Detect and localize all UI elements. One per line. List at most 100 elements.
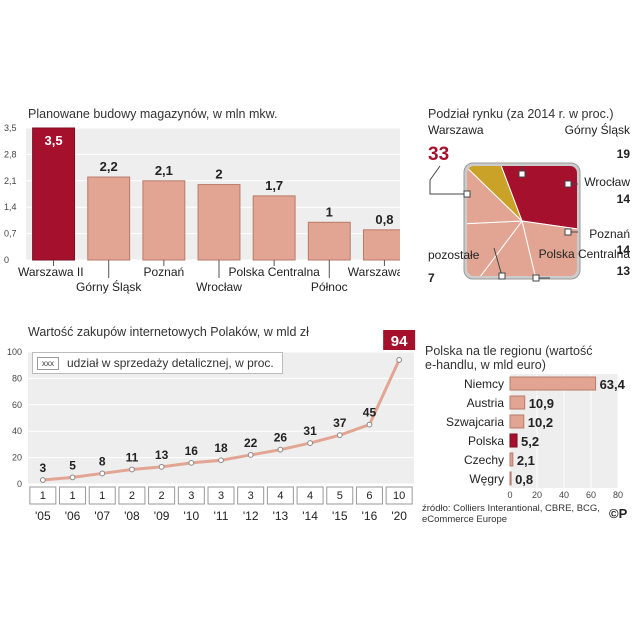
legend-label: udział w sprzedaży detalicznej, w proc. <box>67 356 274 370</box>
slice-value-label: 14 <box>617 192 631 206</box>
bar <box>509 376 597 391</box>
x-category-label: Polska Centralna <box>228 265 320 279</box>
x-tick-label: '15 <box>332 509 348 523</box>
x-tick-label: '16 <box>362 509 378 523</box>
bar-value-label: 0,8 <box>375 212 393 227</box>
y-tick-label: 3,5 <box>4 123 17 133</box>
bar-value-label: 2,2 <box>100 159 118 174</box>
x-tick-label: '08 <box>124 509 140 523</box>
bar <box>509 471 512 486</box>
bar-value-label: 1 <box>326 204 333 219</box>
data-point <box>158 463 165 470</box>
share-value: 2 <box>129 490 135 502</box>
bar <box>509 433 518 448</box>
slice-label: Poznań <box>589 227 630 241</box>
x-category-label: Wrocław <box>196 280 242 294</box>
share-box <box>148 486 176 505</box>
share-box <box>29 486 57 505</box>
bar <box>509 452 514 467</box>
leader-marker <box>518 170 526 178</box>
legend-swatch: xxx <box>37 356 59 370</box>
leader-marker <box>564 228 572 236</box>
x-category-label: Północ <box>311 280 348 294</box>
data-value-label: 37 <box>333 416 347 430</box>
x-tick-label: '12 <box>243 509 259 523</box>
y-category-label: Szwajcaria <box>446 415 504 429</box>
slice-label: Wrocław <box>584 175 630 189</box>
share-box <box>385 486 413 505</box>
y-tick-label: 1,4 <box>4 202 17 212</box>
data-point <box>218 457 224 464</box>
share-value: 1 <box>40 490 46 502</box>
slice-value-label: 14 <box>617 243 631 257</box>
data-point <box>396 357 403 363</box>
x-tick-label: '20 <box>391 509 407 523</box>
ecommerce-region-chart-title-line-2: e-handlu, w mld euro) <box>425 358 546 372</box>
leader-marker <box>532 274 540 282</box>
share-box <box>237 486 265 505</box>
data-point <box>247 452 254 458</box>
share-value: 4 <box>307 490 313 502</box>
source-note: źródło: Colliers Interantional, CBRE, BC… <box>422 503 600 525</box>
share-value: 2 <box>159 490 165 502</box>
bar-value-label: 3,5 <box>45 133 63 148</box>
bar-value-label: 63,4 <box>600 377 626 392</box>
leader-line <box>493 247 503 277</box>
data-value-label: 31 <box>303 424 317 438</box>
slice-value-label: 19 <box>617 147 631 161</box>
share-value: 1 <box>99 490 105 502</box>
bar <box>307 221 351 261</box>
pie-slice <box>521 220 577 276</box>
leader-marker <box>463 190 471 198</box>
share-box <box>177 486 205 505</box>
data-value-label: 18 <box>214 441 228 455</box>
y-category-label: Węgry <box>469 472 504 486</box>
bar <box>87 176 131 261</box>
warehouses-chart-title: Planowane budowy magazynów, w mln mkw. <box>28 107 278 121</box>
x-tick-label: '05 <box>35 509 51 523</box>
x-tick-label: 0 <box>507 490 512 500</box>
copyright-mark: ©P <box>609 506 628 521</box>
y-tick-label: 0 <box>4 255 9 265</box>
share-value: 3 <box>248 490 254 502</box>
share-box <box>296 486 324 505</box>
ecommerce-region-bar-chart: 0 20 40 60 80 Niemcy 63,4 Austria 10,9 Szwajcaria… <box>446 374 626 500</box>
leader-marker <box>564 180 572 188</box>
data-value-label: 94 <box>391 333 408 350</box>
y-category-label: Polska <box>468 434 504 448</box>
data-value-label: 45 <box>363 406 377 420</box>
bar <box>32 127 76 261</box>
slice-label: pozostałe <box>428 248 480 262</box>
bar-value-label: 2,1 <box>517 453 535 468</box>
data-value-label: 8 <box>99 454 106 468</box>
x-tick-label: 40 <box>559 490 569 500</box>
bar <box>362 229 400 261</box>
y-tick-label: 20 <box>12 453 22 463</box>
bar-value-label: 10,2 <box>528 415 553 430</box>
data-value-label: 5 <box>69 458 76 472</box>
x-tick-label: '14 <box>302 509 318 523</box>
pie-slice <box>467 166 523 222</box>
bar-value-label: 2,1 <box>155 163 173 178</box>
share-value: 10 <box>393 490 405 502</box>
share-value: 1 <box>69 490 75 502</box>
leader-line <box>429 165 467 195</box>
share-value: 3 <box>188 490 194 502</box>
bar-value-label: 1,7 <box>265 178 283 193</box>
y-tick-label: 0,7 <box>4 229 17 239</box>
slice-label: Polska Centralna <box>539 247 631 261</box>
bar <box>509 414 525 429</box>
x-tick-label: '11 <box>214 509 229 523</box>
x-tick-label: 20 <box>532 490 542 500</box>
leader-marker <box>498 272 506 280</box>
share-box <box>326 486 354 505</box>
share-box <box>355 486 383 505</box>
share-box <box>207 486 235 505</box>
bar <box>252 195 296 261</box>
share-value: 4 <box>277 490 283 502</box>
bar-value-label: 0,8 <box>515 472 533 487</box>
y-tick-label: 0 <box>17 479 22 489</box>
data-point <box>129 466 135 473</box>
bar <box>142 180 186 261</box>
y-tick-label: 80 <box>12 373 22 383</box>
